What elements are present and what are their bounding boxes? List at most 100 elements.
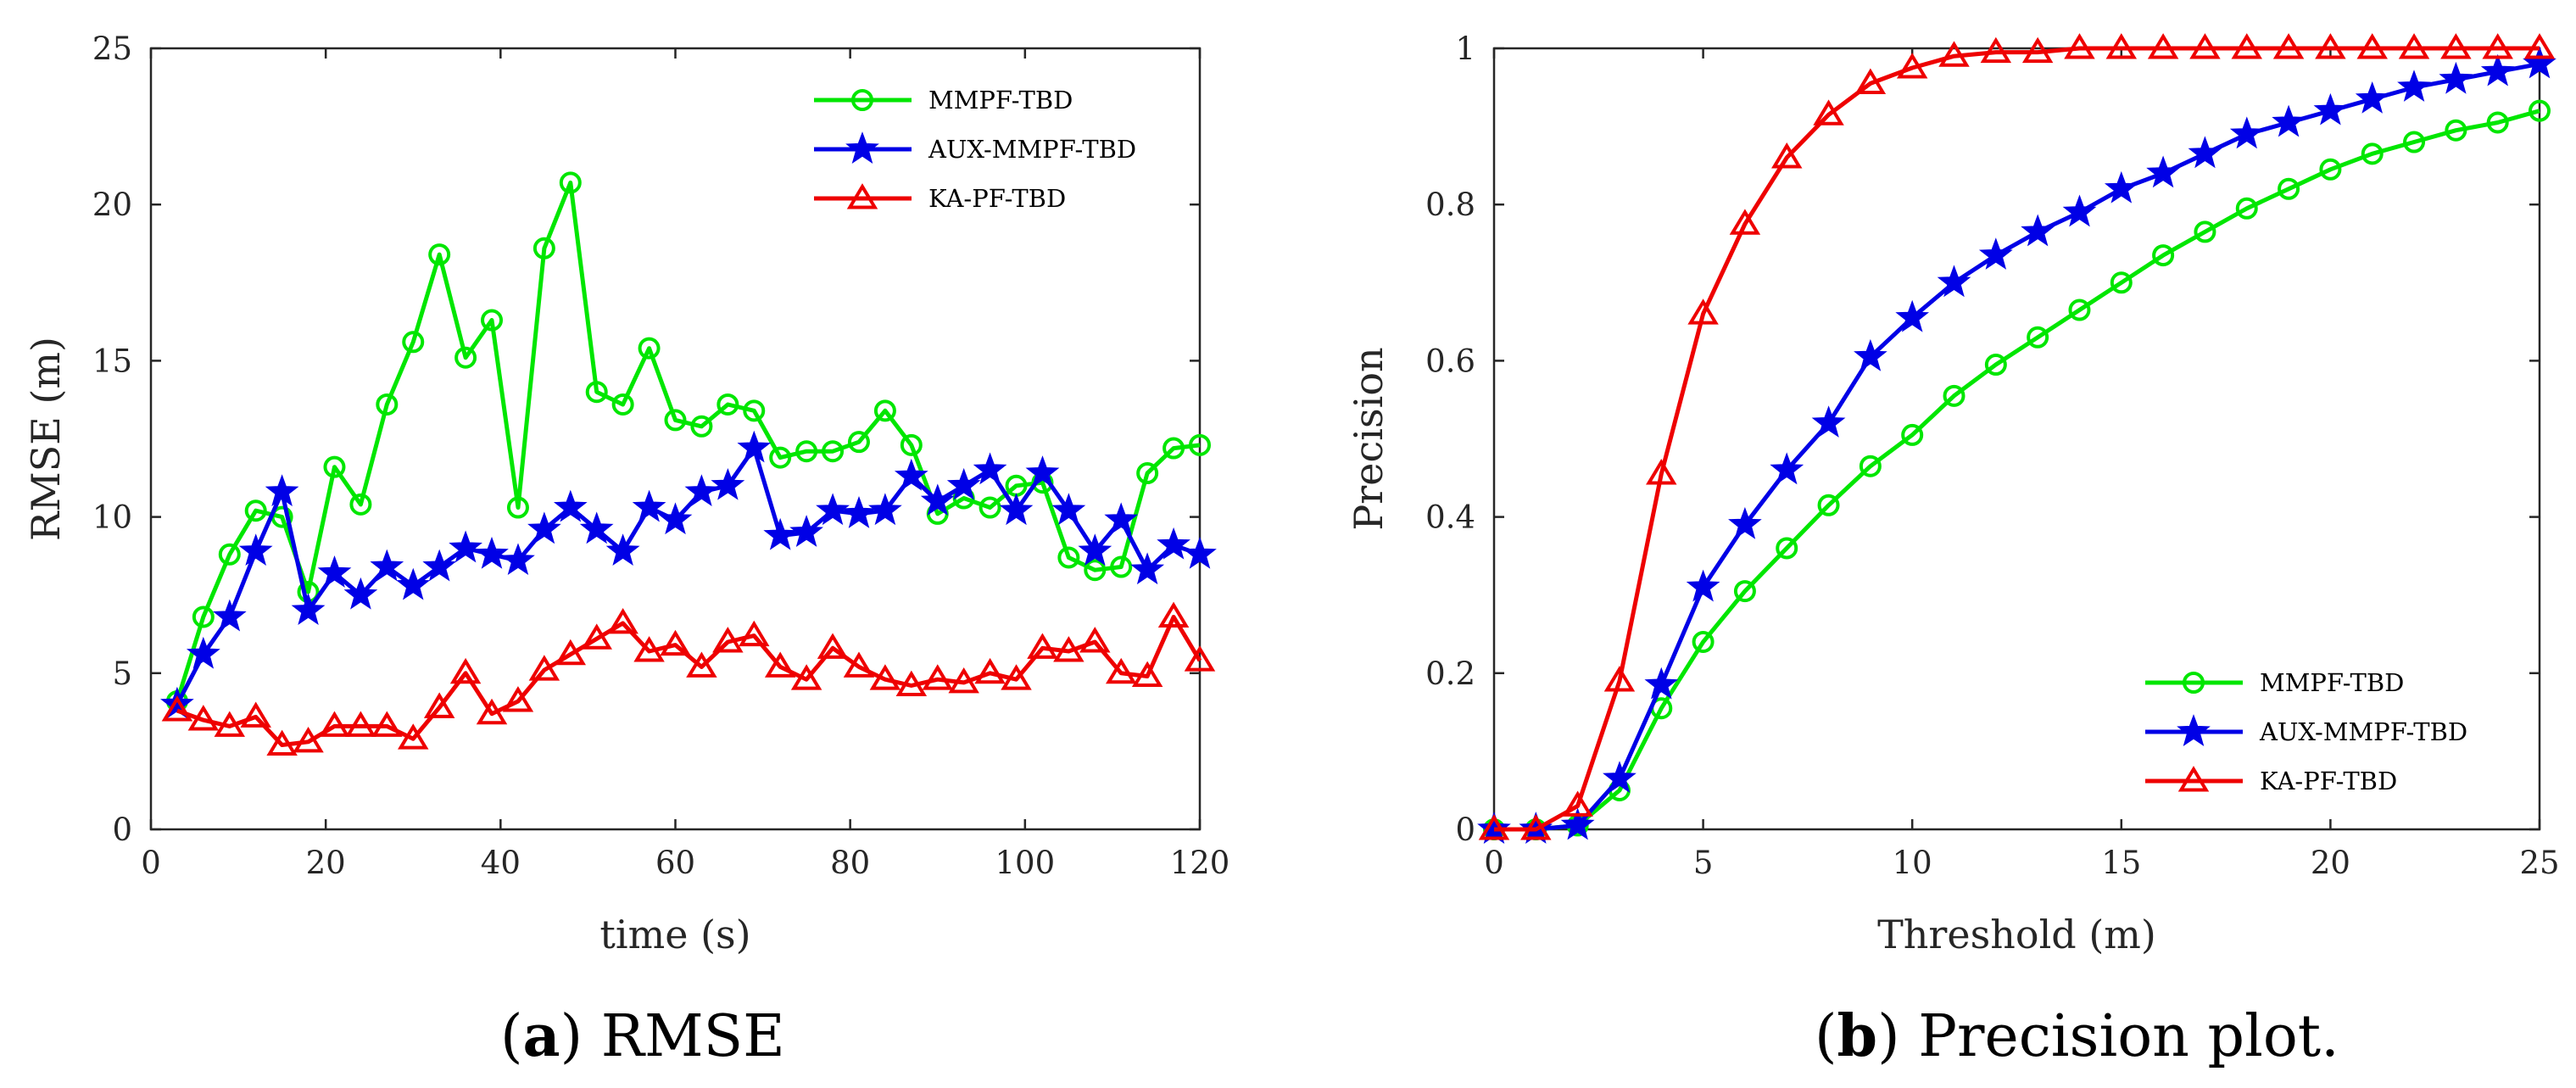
series-aux-mmpf-tbd (1477, 46, 2556, 844)
data-point (739, 620, 770, 647)
data-point (371, 711, 403, 737)
data-point (922, 664, 953, 690)
data-point (501, 543, 535, 576)
series-line (175, 446, 1201, 706)
data-point (476, 698, 508, 725)
caption-open-paren: ( (1815, 1003, 1837, 1070)
data-point (317, 555, 352, 588)
data-point (790, 664, 822, 690)
data-point (2523, 33, 2556, 59)
data-point (842, 496, 876, 528)
data-point (1157, 527, 1190, 560)
data-point (843, 651, 875, 678)
data-point (816, 493, 850, 526)
data-point (2147, 33, 2179, 59)
data-point (716, 393, 739, 416)
data-point (948, 667, 979, 694)
figure-caption: (a) RMSE (500, 1002, 785, 1070)
data-point (1943, 384, 1965, 407)
data-point (214, 711, 246, 737)
data-point (2021, 36, 2054, 64)
data-point (2439, 61, 2473, 94)
y-tick-label: 0 (112, 812, 132, 848)
data-point (743, 399, 766, 422)
data-point (192, 605, 215, 628)
data-point (763, 517, 798, 550)
data-point (579, 511, 614, 544)
data-point (2355, 81, 2389, 114)
data-point (979, 496, 1001, 519)
data-point (1603, 761, 1636, 794)
data-point (481, 309, 504, 332)
data-point (2104, 170, 2138, 204)
data-point (1105, 657, 1137, 684)
data-point (869, 664, 901, 690)
data-point (2315, 33, 2346, 59)
caption-open-paren: ( (500, 1003, 523, 1070)
y-axis-label: RMSE (m) (23, 337, 69, 541)
series-ka-pf-tbd (1478, 33, 2556, 840)
data-point (402, 331, 425, 354)
data-point (581, 623, 612, 650)
data-point (449, 657, 482, 684)
data-point (2356, 33, 2388, 59)
data-point (238, 533, 273, 566)
data-point (293, 726, 324, 753)
data-point (2194, 220, 2216, 243)
y-tick-label: 0.8 (1425, 187, 1475, 223)
y-tick-label: 0.6 (1425, 343, 1475, 379)
x-tick-label: 80 (830, 845, 870, 881)
legend-label: MMPF-TBD (928, 86, 1073, 114)
legend-label: KA-PF-TBD (2260, 767, 2397, 795)
data-point (1813, 99, 1844, 126)
x-tick-label: 20 (2311, 845, 2350, 881)
data-point (633, 636, 665, 662)
x-tick-label: 60 (655, 845, 695, 881)
data-point (323, 455, 346, 478)
legend-marker (2177, 766, 2210, 792)
caption-panel-label: a (523, 1002, 560, 1070)
data-point (1728, 506, 1762, 539)
data-point (660, 629, 691, 656)
data-point (1733, 580, 1756, 603)
data-point (2105, 33, 2138, 59)
data-point (1057, 546, 1080, 569)
data-point (1027, 633, 1058, 659)
data-point (1895, 299, 1930, 332)
data-point (2486, 111, 2509, 134)
data-point (422, 549, 457, 582)
series-mmpf-tbd (165, 171, 1211, 712)
data-point (737, 430, 772, 463)
legend-label: KA-PF-TBD (928, 184, 1066, 213)
data-point (2064, 33, 2095, 59)
data-point (974, 657, 1006, 684)
data-point (1478, 814, 1510, 840)
data-point (1079, 627, 1111, 653)
series-ka-pf-tbd (161, 601, 1216, 756)
data-point (2235, 197, 2258, 220)
data-point (1692, 630, 1715, 653)
x-tick-label: 10 (1893, 845, 1932, 881)
data-point (2152, 244, 2175, 267)
data-point (1938, 41, 1970, 67)
data-point (1520, 814, 1552, 840)
data-point (873, 399, 896, 422)
caption-text: ) Precision plot. (1877, 1003, 2339, 1070)
data-point (789, 515, 823, 547)
legend-label: AUX-MMPF-TBD (928, 135, 1136, 164)
legend: MMPF-TBD AUX-MMPF-TBD KA-PF-TBD (801, 75, 1183, 224)
rmse-chart: 0 20 40 60 80 100 120 0 5 10 15 20 25 time (s) RMSE (m… (23, 31, 1229, 1070)
data-point (1729, 209, 1761, 235)
data-point (349, 493, 372, 516)
data-point (2189, 33, 2221, 59)
data-point (1686, 569, 1720, 602)
legend-marker (845, 131, 879, 164)
data-point (638, 337, 661, 360)
data-point (1025, 455, 1060, 488)
figure-caption: (b) Precision plot. (1815, 1002, 2339, 1070)
data-point (1854, 338, 1887, 371)
data-point (1130, 552, 1165, 585)
plot-frame (1492, 47, 2541, 831)
data-point (187, 705, 220, 731)
y-tick-label: 5 (112, 656, 132, 692)
